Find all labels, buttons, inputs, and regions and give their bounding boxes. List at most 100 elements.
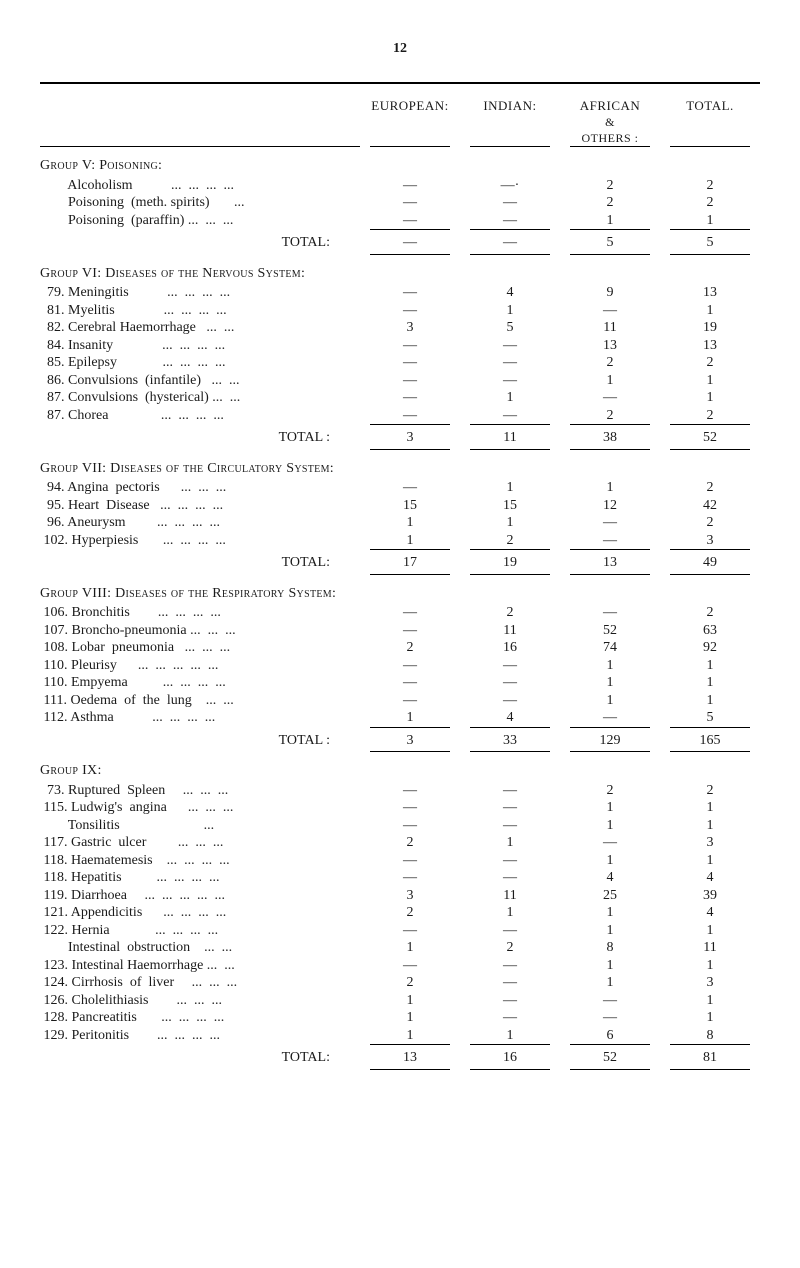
row-label: 129. Peritonitis ... ... ... ... xyxy=(40,1027,360,1045)
total-label: TOTAL: xyxy=(40,234,360,252)
cell-indian: 2 xyxy=(460,532,560,550)
cell-european: 15 xyxy=(360,497,460,515)
table-row: Poisoning (meth. spirits) ...——22 xyxy=(40,194,760,212)
cell-total: 19 xyxy=(660,319,760,337)
cell-european: — xyxy=(360,479,460,497)
cell-european: — xyxy=(360,604,460,622)
cell-total: 1 xyxy=(660,212,760,230)
cell-indian: 1 xyxy=(460,514,560,532)
cell-total: 2 xyxy=(660,479,760,497)
rule xyxy=(40,424,760,425)
total-label: TOTAL : xyxy=(40,429,360,447)
total-african: 13 xyxy=(560,554,660,572)
row-label: 102. Hyperpiesis ... ... ... ... xyxy=(40,532,360,550)
cell-european: — xyxy=(360,657,460,675)
cell-african: 74 xyxy=(560,639,660,657)
rule xyxy=(40,1069,760,1070)
cell-total: 1 xyxy=(660,922,760,940)
cell-european: — xyxy=(360,799,460,817)
cell-african: 1 xyxy=(560,974,660,992)
cell-european: — xyxy=(360,957,460,975)
cell-total: 2 xyxy=(660,354,760,372)
row-label: 106. Bronchitis ... ... ... ... xyxy=(40,604,360,622)
cell-african: — xyxy=(560,834,660,852)
cell-african: — xyxy=(560,992,660,1010)
total-european: 17 xyxy=(360,554,460,572)
table-row: 86. Convulsions (infantile) ... ...——11 xyxy=(40,372,760,390)
cell-european: 2 xyxy=(360,639,460,657)
total-row: TOTAL :3113852 xyxy=(40,429,760,447)
group-title: Group V: Poisoning: xyxy=(40,157,760,175)
cell-total: 3 xyxy=(660,974,760,992)
cell-total: 2 xyxy=(660,604,760,622)
cell-european: 2 xyxy=(360,974,460,992)
header-underline xyxy=(40,146,760,147)
table-row: 79. Meningitis ... ... ... ...—4913 xyxy=(40,284,760,302)
cell-total: 1 xyxy=(660,389,760,407)
table-row: 118. Hepatitis ... ... ... ...——44 xyxy=(40,869,760,887)
cell-african: 4 xyxy=(560,869,660,887)
cell-african: — xyxy=(560,709,660,727)
total-total: 52 xyxy=(660,429,760,447)
row-label: 86. Convulsions (infantile) ... ... xyxy=(40,372,360,390)
cell-total: 13 xyxy=(660,284,760,302)
table-row: 107. Broncho-pneumonia ... ... ...—11526… xyxy=(40,622,760,640)
total-total: 165 xyxy=(660,732,760,750)
rule xyxy=(40,751,760,752)
total-european: — xyxy=(360,234,460,252)
row-label: 85. Epilepsy ... ... ... ... xyxy=(40,354,360,372)
group-title: Group VIII: Diseases of the Respiratory … xyxy=(40,585,760,603)
cell-indian: — xyxy=(460,354,560,372)
cell-european: — xyxy=(360,869,460,887)
cell-total: 2 xyxy=(660,782,760,800)
row-label: 81. Myelitis ... ... ... ... xyxy=(40,302,360,320)
row-label: Poisoning (paraffin) ... ... ... xyxy=(40,212,360,230)
row-label: 121. Appendicitis ... ... ... ... xyxy=(40,904,360,922)
cell-indian: — xyxy=(460,337,560,355)
table-row: 73. Ruptured Spleen ... ... ...——22 xyxy=(40,782,760,800)
row-label: 118. Hepatitis ... ... ... ... xyxy=(40,869,360,887)
cell-european: 1 xyxy=(360,532,460,550)
cell-european: — xyxy=(360,852,460,870)
rule xyxy=(40,449,760,450)
row-label: 124. Cirrhosis of liver ... ... ... xyxy=(40,974,360,992)
cell-indian: 11 xyxy=(460,622,560,640)
cell-indian: — xyxy=(460,194,560,212)
row-label: Tonsilitis ... xyxy=(40,817,360,835)
table-row: 81. Myelitis ... ... ... ...—1—1 xyxy=(40,302,760,320)
row-label: 107. Broncho-pneumonia ... ... ... xyxy=(40,622,360,640)
table-row: 85. Epilepsy ... ... ... ...——22 xyxy=(40,354,760,372)
total-row: TOTAL :333129165 xyxy=(40,732,760,750)
total-row: TOTAL:17191349 xyxy=(40,554,760,572)
row-label: 128. Pancreatitis ... ... ... ... xyxy=(40,1009,360,1027)
cell-indian: 4 xyxy=(460,284,560,302)
row-label: 117. Gastric ulcer ... ... ... xyxy=(40,834,360,852)
cell-african: 1 xyxy=(560,904,660,922)
cell-total: 3 xyxy=(660,532,760,550)
page-number: 12 xyxy=(40,40,760,58)
table-row: 87. Convulsions (hysterical) ... ...—1—1 xyxy=(40,389,760,407)
row-label: 84. Insanity ... ... ... ... xyxy=(40,337,360,355)
cell-total: 63 xyxy=(660,622,760,640)
cell-total: 1 xyxy=(660,957,760,975)
total-european: 13 xyxy=(360,1049,460,1067)
table-row: Tonsilitis ...——11 xyxy=(40,817,760,835)
total-label: TOTAL: xyxy=(40,1049,360,1067)
total-african: 5 xyxy=(560,234,660,252)
row-label: 110. Empyema ... ... ... ... xyxy=(40,674,360,692)
total-row: TOTAL:——55 xyxy=(40,234,760,252)
total-indian: 16 xyxy=(460,1049,560,1067)
cell-indian: 1 xyxy=(460,834,560,852)
cell-european: 1 xyxy=(360,939,460,957)
cell-african: 25 xyxy=(560,887,660,905)
table-row: 95. Heart Disease ... ... ... ...1515124… xyxy=(40,497,760,515)
cell-african: 52 xyxy=(560,622,660,640)
cell-african: 11 xyxy=(560,319,660,337)
cell-total: 2 xyxy=(660,177,760,195)
table-row: 106. Bronchitis ... ... ... ...—2—2 xyxy=(40,604,760,622)
total-total: 81 xyxy=(660,1049,760,1067)
cell-european: — xyxy=(360,284,460,302)
cell-african: 1 xyxy=(560,957,660,975)
total-african: 129 xyxy=(560,732,660,750)
cell-european: — xyxy=(360,354,460,372)
